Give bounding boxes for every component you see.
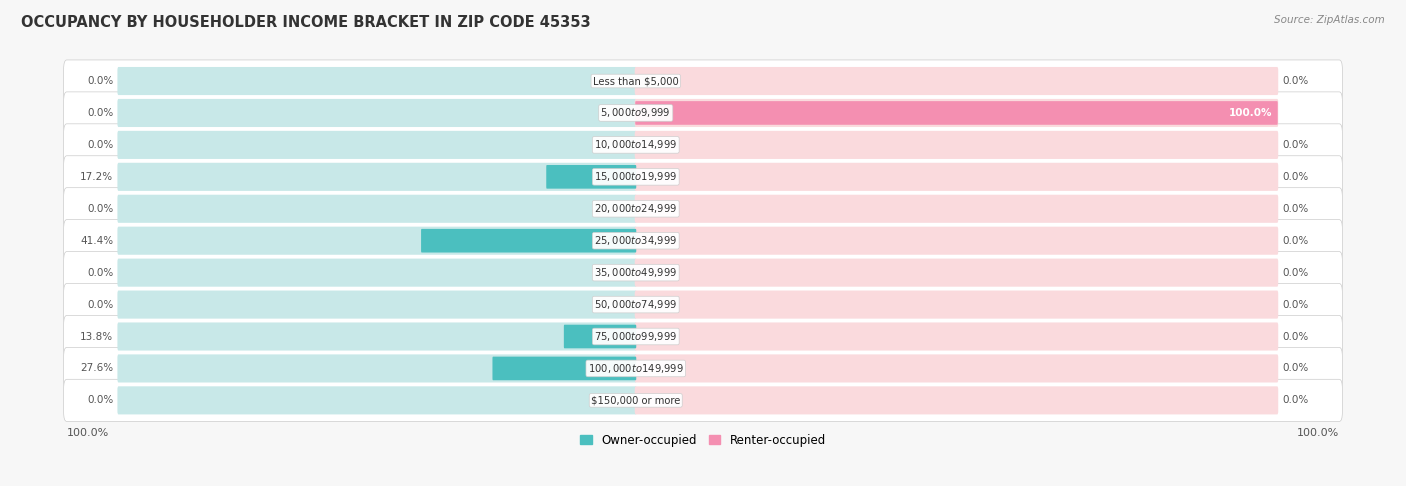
FancyBboxPatch shape [118,67,637,95]
Text: 100.0%: 100.0% [66,428,110,437]
Text: 0.0%: 0.0% [1282,364,1309,373]
FancyBboxPatch shape [634,195,1278,223]
Text: $15,000 to $19,999: $15,000 to $19,999 [595,170,678,183]
FancyBboxPatch shape [63,60,1343,102]
Text: 0.0%: 0.0% [87,268,114,278]
FancyBboxPatch shape [63,156,1343,198]
Text: Less than $5,000: Less than $5,000 [593,76,679,86]
Text: 0.0%: 0.0% [87,140,114,150]
FancyBboxPatch shape [634,163,1278,191]
FancyBboxPatch shape [63,252,1343,294]
FancyBboxPatch shape [118,195,637,223]
Text: 0.0%: 0.0% [87,108,114,118]
Text: 41.4%: 41.4% [80,236,114,246]
FancyBboxPatch shape [420,229,637,253]
FancyBboxPatch shape [118,226,637,255]
FancyBboxPatch shape [634,226,1278,255]
Text: OCCUPANCY BY HOUSEHOLDER INCOME BRACKET IN ZIP CODE 45353: OCCUPANCY BY HOUSEHOLDER INCOME BRACKET … [21,15,591,30]
FancyBboxPatch shape [634,131,1278,159]
FancyBboxPatch shape [118,163,637,191]
FancyBboxPatch shape [63,283,1343,326]
Text: 0.0%: 0.0% [1282,299,1309,310]
Text: 0.0%: 0.0% [1282,204,1309,214]
FancyBboxPatch shape [63,220,1343,262]
Text: $5,000 to $9,999: $5,000 to $9,999 [600,106,671,120]
FancyBboxPatch shape [634,386,1278,415]
Text: 0.0%: 0.0% [1282,268,1309,278]
Text: $35,000 to $49,999: $35,000 to $49,999 [595,266,678,279]
FancyBboxPatch shape [118,322,637,350]
Text: 0.0%: 0.0% [87,396,114,405]
Text: $50,000 to $74,999: $50,000 to $74,999 [595,298,678,311]
FancyBboxPatch shape [634,354,1278,382]
Text: 0.0%: 0.0% [87,204,114,214]
FancyBboxPatch shape [63,379,1343,421]
Text: 100.0%: 100.0% [1296,428,1340,437]
Text: 100.0%: 100.0% [1229,108,1272,118]
FancyBboxPatch shape [492,357,637,380]
FancyBboxPatch shape [118,291,637,319]
FancyBboxPatch shape [118,131,637,159]
FancyBboxPatch shape [636,101,1278,125]
FancyBboxPatch shape [118,259,637,287]
Text: 0.0%: 0.0% [1282,76,1309,86]
Text: Source: ZipAtlas.com: Source: ZipAtlas.com [1274,15,1385,25]
Text: $25,000 to $34,999: $25,000 to $34,999 [595,234,678,247]
Text: $20,000 to $24,999: $20,000 to $24,999 [595,202,678,215]
FancyBboxPatch shape [547,165,637,189]
FancyBboxPatch shape [63,188,1343,230]
FancyBboxPatch shape [63,92,1343,134]
Legend: Owner-occupied, Renter-occupied: Owner-occupied, Renter-occupied [575,429,831,451]
FancyBboxPatch shape [63,315,1343,358]
Text: 13.8%: 13.8% [80,331,114,342]
Text: 0.0%: 0.0% [1282,236,1309,246]
Text: 17.2%: 17.2% [80,172,114,182]
FancyBboxPatch shape [63,124,1343,166]
Text: 0.0%: 0.0% [1282,396,1309,405]
Text: 0.0%: 0.0% [1282,331,1309,342]
FancyBboxPatch shape [564,325,637,348]
FancyBboxPatch shape [63,347,1343,389]
Text: 0.0%: 0.0% [1282,140,1309,150]
FancyBboxPatch shape [634,67,1278,95]
Text: 27.6%: 27.6% [80,364,114,373]
FancyBboxPatch shape [634,99,1278,127]
Text: 0.0%: 0.0% [87,76,114,86]
FancyBboxPatch shape [118,99,637,127]
FancyBboxPatch shape [634,322,1278,350]
Text: $100,000 to $149,999: $100,000 to $149,999 [588,362,683,375]
Text: 0.0%: 0.0% [87,299,114,310]
Text: $10,000 to $14,999: $10,000 to $14,999 [595,139,678,152]
Text: $75,000 to $99,999: $75,000 to $99,999 [595,330,678,343]
Text: $150,000 or more: $150,000 or more [591,396,681,405]
FancyBboxPatch shape [118,354,637,382]
FancyBboxPatch shape [118,386,637,415]
FancyBboxPatch shape [634,259,1278,287]
FancyBboxPatch shape [634,291,1278,319]
Text: 0.0%: 0.0% [1282,172,1309,182]
